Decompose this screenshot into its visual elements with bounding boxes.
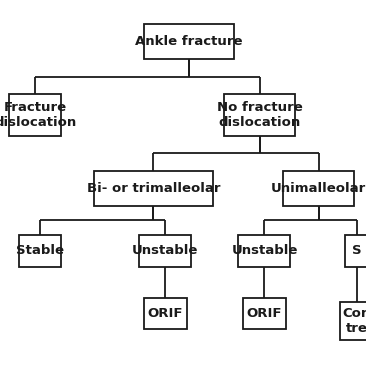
Text: Bi- or trimalleolar: Bi- or trimalleolar (87, 182, 220, 195)
Text: No fracture
dislocation: No fracture dislocation (217, 101, 303, 129)
Text: Unimalleolar: Unimalleolar (271, 182, 366, 195)
FancyBboxPatch shape (224, 94, 295, 136)
Text: Stable: Stable (16, 244, 64, 257)
Text: Ankle fracture: Ankle fracture (135, 36, 243, 48)
FancyBboxPatch shape (144, 25, 234, 59)
FancyBboxPatch shape (340, 302, 366, 340)
FancyBboxPatch shape (144, 298, 187, 329)
FancyBboxPatch shape (94, 171, 213, 206)
FancyBboxPatch shape (139, 235, 191, 267)
Text: Con
tre: Con tre (343, 307, 366, 335)
Text: ORIF: ORIF (147, 307, 183, 320)
FancyBboxPatch shape (283, 171, 354, 206)
Text: Unstable: Unstable (132, 244, 198, 257)
Text: Fracture
dislocation: Fracture dislocation (0, 101, 76, 129)
FancyBboxPatch shape (239, 235, 291, 267)
Text: ORIF: ORIF (247, 307, 282, 320)
FancyBboxPatch shape (10, 94, 61, 136)
FancyBboxPatch shape (345, 235, 366, 267)
Text: S: S (352, 244, 361, 257)
Text: Unstable: Unstable (231, 244, 298, 257)
FancyBboxPatch shape (19, 235, 61, 267)
FancyBboxPatch shape (243, 298, 286, 329)
